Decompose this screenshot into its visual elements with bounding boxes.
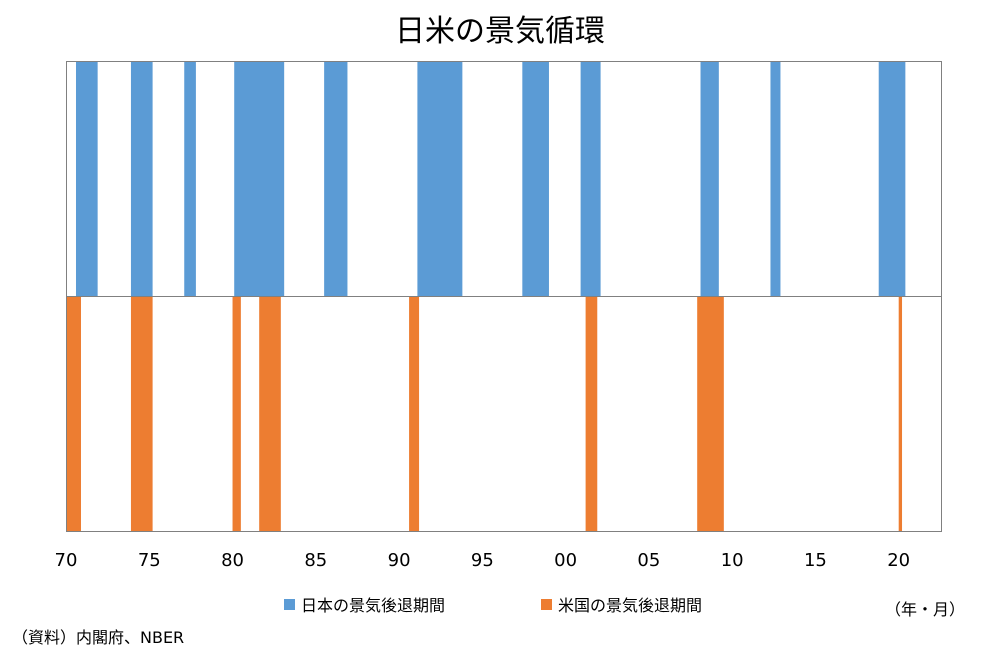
us-recession-bar-1 <box>66 296 81 532</box>
us-recession-bar-2 <box>130 296 153 532</box>
legend-label-us: 米国の景気後退期間 <box>558 596 703 615</box>
x-tick-label: 00 <box>554 550 577 571</box>
x-tick-label: 95 <box>471 550 494 571</box>
japan-recession-bar-10 <box>770 61 781 296</box>
x-tick-label: 75 <box>138 550 161 571</box>
x-tick-label: 10 <box>721 550 744 571</box>
x-tick-label: 85 <box>304 550 327 571</box>
legend-item-us: 米国の景気後退期間 <box>541 594 703 615</box>
x-tick-label: 20 <box>887 550 910 571</box>
us-recession-bar-5 <box>409 296 420 532</box>
japan-recession-bar-7 <box>522 61 549 296</box>
us-recession-bar-8 <box>898 296 903 532</box>
japan-recession-bar-1 <box>75 61 98 296</box>
japan-recession-bar-4 <box>234 61 285 296</box>
legend-item-japan: 日本の景気後退期間 <box>284 594 446 615</box>
us-recession-bar-7 <box>697 296 724 532</box>
us-recession-bar-3 <box>232 296 241 532</box>
x-axis-ticks: 70 75 80 85 90 95 00 05 10 15 20 <box>55 550 911 571</box>
chart-title: 日米の景気循環 <box>395 14 605 49</box>
us-recession-bar-4 <box>259 296 281 532</box>
legend-label-japan: 日本の景気後退期間 <box>301 596 446 615</box>
unit-note: （年・月） <box>885 600 966 619</box>
japan-recession-bar-6 <box>417 61 463 296</box>
us-recession-bar-6 <box>585 296 598 532</box>
japan-recession-bar-11 <box>878 61 906 296</box>
japan-recession-bar-8 <box>580 61 601 296</box>
japan-recession-bar-2 <box>130 61 153 296</box>
x-tick-label: 80 <box>221 550 244 571</box>
japan-recession-bar-9 <box>700 61 719 296</box>
source-note: （資料）内閣府、NBER <box>12 628 185 647</box>
x-tick-label: 70 <box>55 550 78 571</box>
x-tick-label: 05 <box>637 550 660 571</box>
legend-swatch-us <box>541 598 552 610</box>
legend-swatch-japan <box>284 598 295 610</box>
japan-recession-bar-3 <box>184 61 196 296</box>
x-tick-label: 90 <box>388 550 411 571</box>
japan-recession-bar-5 <box>324 61 348 296</box>
recession-bars <box>66 61 906 532</box>
x-tick-label: 15 <box>804 550 827 571</box>
